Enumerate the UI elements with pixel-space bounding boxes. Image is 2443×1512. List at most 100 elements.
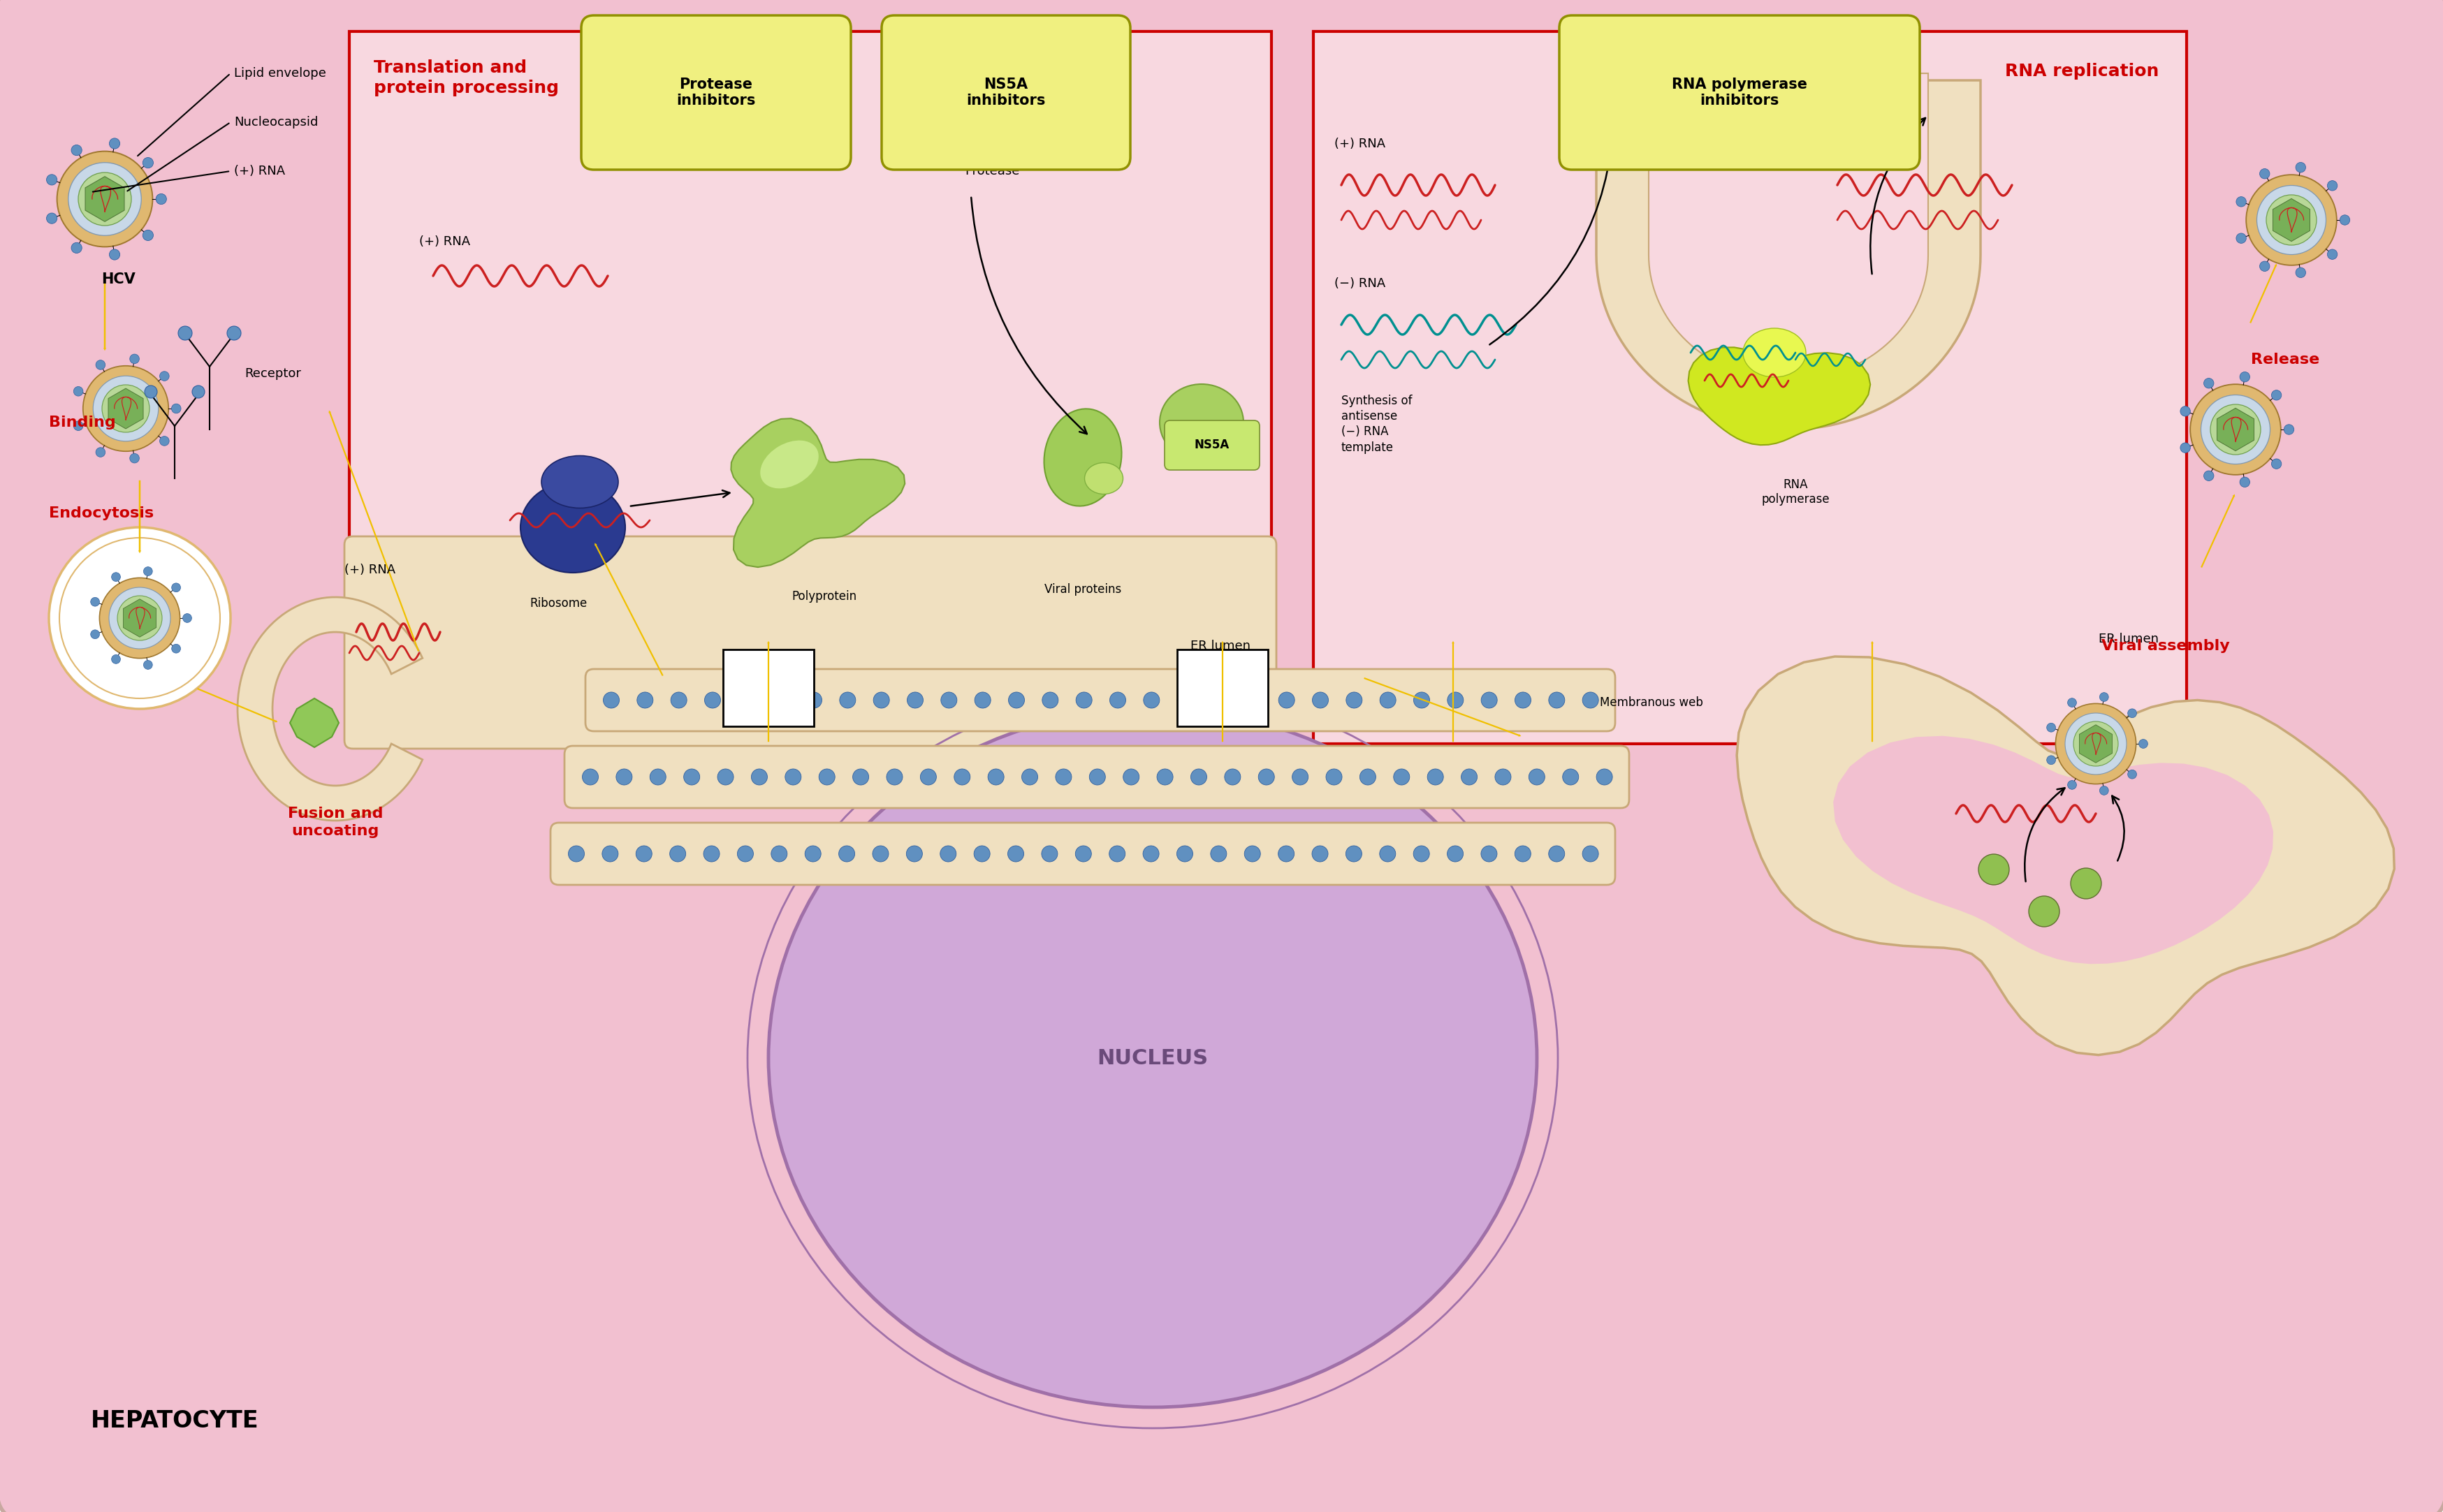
Circle shape xyxy=(1480,692,1498,708)
Circle shape xyxy=(650,770,667,785)
Circle shape xyxy=(1041,845,1058,862)
Circle shape xyxy=(1009,692,1024,708)
Circle shape xyxy=(581,770,599,785)
Circle shape xyxy=(2211,404,2260,455)
Polygon shape xyxy=(291,699,340,747)
Circle shape xyxy=(975,845,989,862)
Circle shape xyxy=(1495,770,1512,785)
Circle shape xyxy=(1549,692,1566,708)
Polygon shape xyxy=(1832,736,2274,965)
Circle shape xyxy=(1143,845,1158,862)
Polygon shape xyxy=(1649,73,1928,381)
Circle shape xyxy=(635,845,652,862)
Circle shape xyxy=(838,845,855,862)
FancyBboxPatch shape xyxy=(581,15,850,169)
Text: Synthesis of
antisense
(−) RNA
template: Synthesis of antisense (−) RNA template xyxy=(1341,395,1412,454)
Circle shape xyxy=(46,174,56,184)
Circle shape xyxy=(2245,175,2336,265)
Circle shape xyxy=(806,692,821,708)
Circle shape xyxy=(2179,407,2191,416)
Circle shape xyxy=(2284,425,2294,434)
Circle shape xyxy=(1212,692,1226,708)
Circle shape xyxy=(941,845,955,862)
Circle shape xyxy=(2328,249,2338,260)
Circle shape xyxy=(1327,770,1341,785)
Text: ER lumen: ER lumen xyxy=(1190,640,1251,652)
Circle shape xyxy=(78,172,132,225)
Circle shape xyxy=(1583,845,1598,862)
Circle shape xyxy=(752,770,767,785)
Circle shape xyxy=(68,163,142,236)
Circle shape xyxy=(178,327,193,340)
Text: RNA replication: RNA replication xyxy=(2006,64,2160,80)
Polygon shape xyxy=(1595,80,1981,429)
Circle shape xyxy=(1515,845,1532,862)
Text: Membranous web: Membranous web xyxy=(1600,697,1703,709)
Circle shape xyxy=(1190,770,1207,785)
Ellipse shape xyxy=(770,709,1537,1408)
Text: (+) RNA: (+) RNA xyxy=(235,165,286,177)
Circle shape xyxy=(129,454,139,463)
Circle shape xyxy=(2067,780,2077,789)
Text: Viral proteins: Viral proteins xyxy=(1043,584,1121,596)
Circle shape xyxy=(90,631,100,638)
Circle shape xyxy=(2260,262,2270,271)
FancyBboxPatch shape xyxy=(564,745,1629,807)
Circle shape xyxy=(921,770,936,785)
Circle shape xyxy=(784,770,801,785)
Circle shape xyxy=(1515,692,1532,708)
Circle shape xyxy=(906,845,923,862)
Circle shape xyxy=(1224,770,1241,785)
Circle shape xyxy=(156,194,166,204)
Polygon shape xyxy=(2272,198,2311,242)
Circle shape xyxy=(73,387,83,396)
Circle shape xyxy=(601,845,618,862)
Circle shape xyxy=(59,538,220,699)
Circle shape xyxy=(46,213,56,224)
Circle shape xyxy=(2128,709,2138,718)
Circle shape xyxy=(684,770,699,785)
Text: Release: Release xyxy=(2250,352,2318,366)
Circle shape xyxy=(772,845,787,862)
Circle shape xyxy=(2272,390,2282,401)
Text: HCV: HCV xyxy=(103,272,137,286)
Circle shape xyxy=(2328,180,2338,191)
Circle shape xyxy=(1178,692,1192,708)
Polygon shape xyxy=(237,597,423,821)
Circle shape xyxy=(672,692,686,708)
Polygon shape xyxy=(107,389,144,429)
Circle shape xyxy=(1158,770,1173,785)
Text: NUCLEUS: NUCLEUS xyxy=(1097,1048,1209,1067)
FancyBboxPatch shape xyxy=(1559,15,1920,169)
Polygon shape xyxy=(1688,348,1871,445)
Circle shape xyxy=(2201,395,2270,464)
Circle shape xyxy=(872,845,889,862)
Circle shape xyxy=(71,145,83,156)
Circle shape xyxy=(718,770,733,785)
Circle shape xyxy=(159,372,169,381)
Circle shape xyxy=(2028,897,2059,927)
Circle shape xyxy=(95,360,105,369)
Circle shape xyxy=(159,437,169,446)
Text: RNA
polymerase: RNA polymerase xyxy=(1761,478,1830,505)
Circle shape xyxy=(1178,845,1192,862)
Text: (+) RNA: (+) RNA xyxy=(420,236,469,248)
Polygon shape xyxy=(2216,408,2255,451)
Circle shape xyxy=(569,845,584,862)
Circle shape xyxy=(1009,845,1024,862)
Circle shape xyxy=(1564,770,1578,785)
Ellipse shape xyxy=(1043,408,1121,507)
Text: Lipid envelope: Lipid envelope xyxy=(235,67,327,80)
Circle shape xyxy=(1346,845,1361,862)
Circle shape xyxy=(2055,703,2135,785)
Circle shape xyxy=(110,249,120,260)
FancyBboxPatch shape xyxy=(550,823,1615,885)
Circle shape xyxy=(100,578,181,658)
Circle shape xyxy=(56,151,151,246)
Text: Binding: Binding xyxy=(49,416,115,429)
Circle shape xyxy=(144,661,151,670)
Circle shape xyxy=(603,692,621,708)
Circle shape xyxy=(704,845,721,862)
Circle shape xyxy=(1595,770,1612,785)
Circle shape xyxy=(103,386,149,432)
